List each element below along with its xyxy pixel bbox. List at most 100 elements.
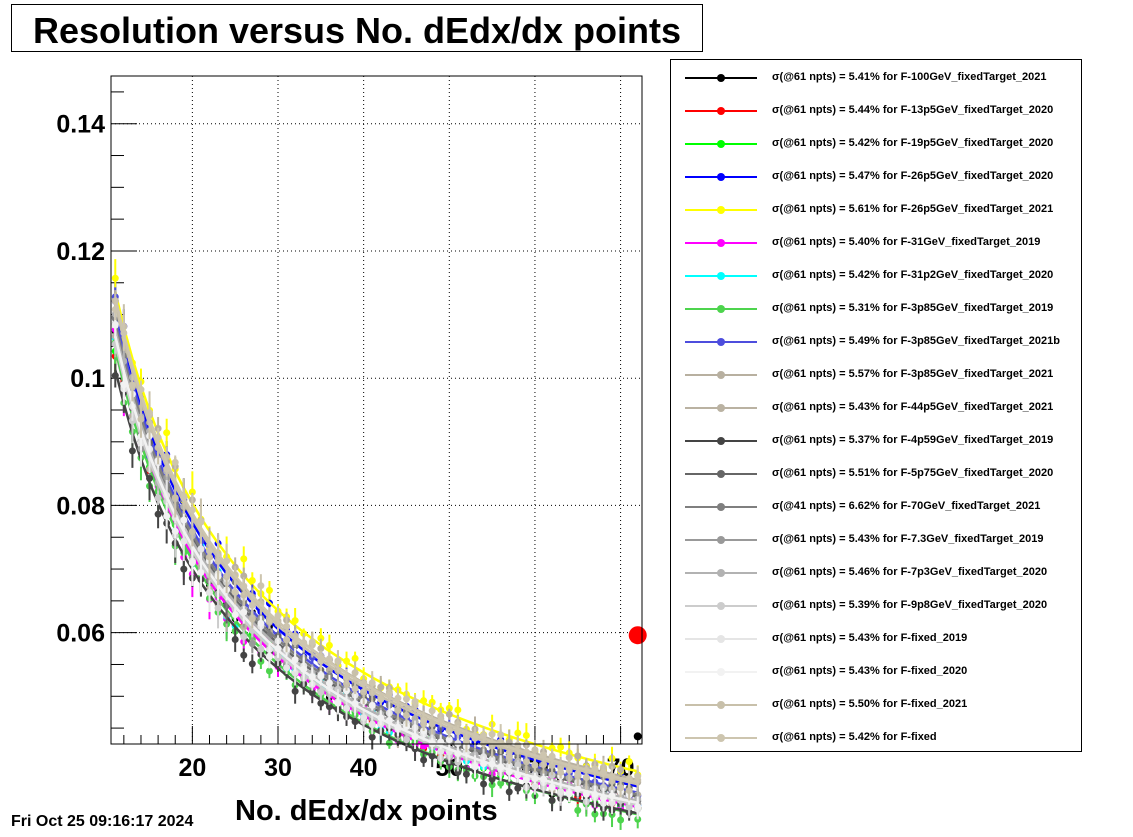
series-point bbox=[128, 447, 136, 455]
series-point bbox=[351, 685, 359, 693]
series-point bbox=[180, 493, 188, 501]
series-point bbox=[574, 752, 582, 760]
legend-marker bbox=[717, 239, 725, 247]
legend-entry: σ(@61 npts) = 5.50% for F-fixed_2021 bbox=[671, 688, 1081, 721]
legend-entry: σ(@61 npts) = 5.47% for F-26p5GeV_fixedT… bbox=[671, 160, 1081, 193]
series-point bbox=[274, 645, 282, 653]
legend-entry: σ(@61 npts) = 5.61% for F-26p5GeV_fixedT… bbox=[671, 193, 1081, 226]
plot-background bbox=[111, 76, 642, 744]
legend-label: σ(@61 npts) = 5.42% for F-fixed bbox=[772, 731, 937, 743]
series-point bbox=[368, 701, 376, 709]
series-point bbox=[462, 738, 470, 746]
series-point bbox=[248, 640, 256, 648]
series-point bbox=[497, 731, 505, 739]
series-line bbox=[114, 369, 638, 815]
legend-marker bbox=[717, 272, 725, 280]
series-point bbox=[351, 669, 359, 677]
series-point bbox=[608, 792, 616, 800]
series-point bbox=[240, 633, 248, 641]
series-point bbox=[343, 704, 351, 712]
series-point bbox=[171, 494, 179, 502]
series-point bbox=[325, 679, 333, 687]
series-point bbox=[291, 617, 299, 625]
series-point bbox=[240, 572, 248, 580]
series-point bbox=[214, 604, 222, 612]
series-point bbox=[248, 615, 256, 623]
series-point bbox=[497, 763, 505, 771]
series-point bbox=[608, 799, 616, 807]
series-point bbox=[120, 329, 128, 337]
legend-entry: σ(@61 npts) = 5.44% for F-13p5GeV_fixedT… bbox=[671, 94, 1081, 127]
legend-entry: σ(@61 npts) = 5.42% for F-fixed bbox=[671, 721, 1081, 754]
series-point bbox=[188, 488, 196, 496]
chart-title: Resolution versus No. dEdx/dx points bbox=[32, 10, 682, 51]
series-point bbox=[497, 779, 505, 787]
legend-label: σ(@61 npts) = 5.43% for F-fixed_2020 bbox=[772, 665, 968, 677]
series-point bbox=[291, 638, 299, 646]
series-point bbox=[257, 619, 265, 627]
y-tick-label: 0.08 bbox=[56, 492, 105, 520]
series-point bbox=[240, 582, 248, 590]
series-point bbox=[394, 723, 402, 731]
series-point bbox=[325, 641, 333, 649]
series-point bbox=[599, 768, 607, 776]
series-point bbox=[402, 711, 410, 719]
legend-entry: σ(@61 npts) = 5.57% for F-3p85GeV_fixedT… bbox=[671, 358, 1081, 391]
legend-marker bbox=[717, 602, 725, 610]
series-point bbox=[454, 768, 462, 776]
series-point bbox=[548, 796, 556, 804]
legend-marker bbox=[717, 437, 725, 445]
legend-label: σ(@61 npts) = 5.50% for F-fixed_2021 bbox=[772, 698, 968, 710]
series-point bbox=[548, 752, 556, 760]
legend-entry: σ(@61 npts) = 5.43% for F-44p5GeV_fixedT… bbox=[671, 391, 1081, 424]
series-point bbox=[274, 611, 282, 619]
series-point bbox=[548, 744, 556, 752]
series-point bbox=[480, 731, 488, 739]
legend-label: σ(@61 npts) = 5.47% for F-26p5GeV_fixedT… bbox=[772, 170, 1054, 182]
series-line bbox=[114, 335, 638, 805]
series-point bbox=[634, 803, 642, 811]
series-point bbox=[325, 703, 333, 711]
y-tick-label: 0.1 bbox=[70, 365, 105, 393]
series-point bbox=[454, 758, 462, 766]
series-point bbox=[180, 516, 188, 524]
legend-entry: σ(@61 npts) = 5.42% for F-19p5GeV_fixedT… bbox=[671, 127, 1081, 160]
legend-entry: σ(@61 npts) = 5.46% for F-7p3GeV_fixedTa… bbox=[671, 556, 1081, 589]
series-point bbox=[137, 415, 145, 423]
series-point bbox=[197, 545, 205, 553]
series-point bbox=[317, 634, 325, 642]
series-point bbox=[111, 372, 119, 380]
series-point bbox=[360, 679, 368, 687]
series-point bbox=[368, 733, 376, 741]
legend-label: σ(@61 npts) = 5.43% for F-fixed_2019 bbox=[772, 632, 968, 644]
legend-entry: σ(@61 npts) = 5.51% for F-5p75GeV_fixedT… bbox=[671, 457, 1081, 490]
series-point bbox=[540, 751, 548, 759]
series-point bbox=[471, 734, 479, 742]
series-point bbox=[197, 518, 205, 526]
series-point bbox=[154, 510, 162, 518]
series-point bbox=[445, 704, 453, 712]
series-point bbox=[368, 679, 376, 687]
series-point bbox=[248, 576, 256, 584]
series-point bbox=[368, 720, 376, 728]
series-point bbox=[257, 582, 265, 590]
series-point bbox=[420, 716, 428, 724]
series-point bbox=[231, 635, 239, 643]
legend-entry: σ(@41 npts) = 6.62% for F-70GeV_fixedTar… bbox=[671, 490, 1081, 523]
series-point bbox=[343, 673, 351, 681]
legend-label: σ(@61 npts) = 5.44% for F-13p5GeV_fixedT… bbox=[772, 104, 1054, 116]
series-point bbox=[300, 665, 308, 673]
series-point bbox=[197, 568, 205, 576]
series-point bbox=[488, 775, 496, 783]
series-point bbox=[420, 742, 428, 750]
series-point bbox=[420, 697, 428, 705]
series-point bbox=[437, 747, 445, 755]
series-point bbox=[308, 673, 316, 681]
series-point bbox=[265, 586, 273, 594]
series-point bbox=[454, 706, 462, 714]
legend-entry: σ(@61 npts) = 5.43% for F-fixed_2019 bbox=[671, 622, 1081, 655]
highlight-point bbox=[628, 626, 647, 645]
series-point bbox=[317, 699, 325, 707]
y-tick-label: 0.12 bbox=[56, 238, 105, 266]
legend-entry: σ(@61 npts) = 5.42% for F-31p2GeV_fixedT… bbox=[671, 259, 1081, 292]
